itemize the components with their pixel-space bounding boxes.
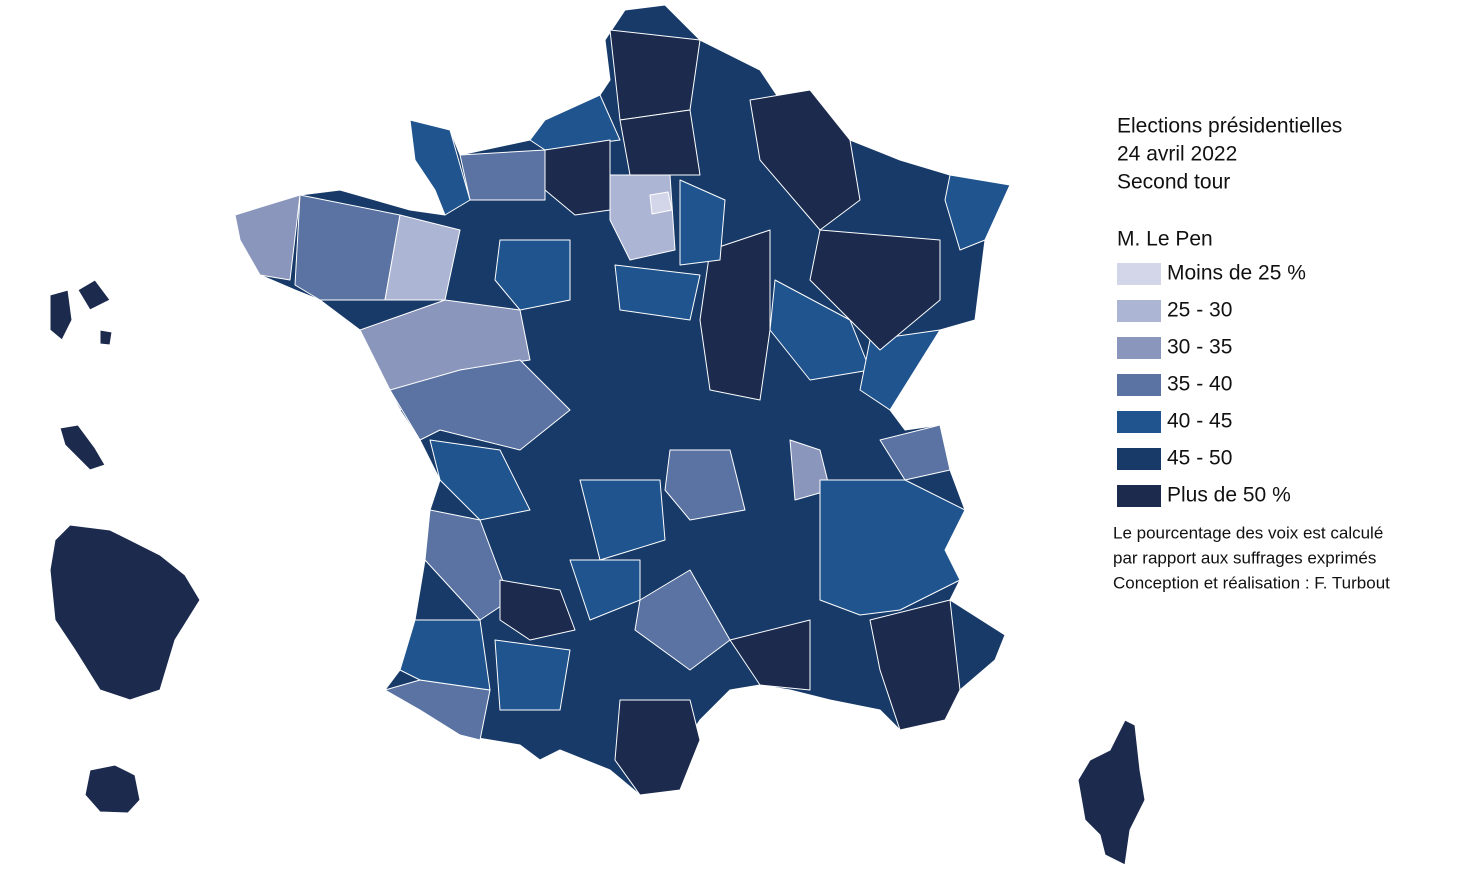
region bbox=[384, 679, 491, 741]
region bbox=[494, 639, 571, 711]
region bbox=[614, 264, 701, 321]
legend: Moins de 25 % 25 - 30 30 - 35 35 - 40 40 - 4… bbox=[1117, 262, 1306, 507]
region bbox=[699, 229, 771, 401]
region bbox=[749, 89, 861, 231]
martinique bbox=[59, 424, 106, 471]
region bbox=[879, 424, 951, 481]
region bbox=[529, 94, 621, 151]
region bbox=[409, 119, 471, 216]
legend-swatch bbox=[1117, 448, 1161, 470]
legend-label: Moins de 25 % bbox=[1167, 262, 1306, 285]
legend-swatch bbox=[1117, 337, 1161, 359]
legend-label: 45 - 50 bbox=[1167, 447, 1232, 470]
title-line: Second tour bbox=[1117, 171, 1230, 194]
region bbox=[809, 229, 941, 351]
region bbox=[424, 509, 511, 621]
region bbox=[869, 599, 961, 731]
region bbox=[769, 279, 871, 381]
region bbox=[619, 109, 701, 176]
region bbox=[494, 239, 571, 311]
guadeloupe bbox=[99, 329, 113, 346]
region bbox=[399, 619, 491, 691]
legend-label: 25 - 30 bbox=[1167, 299, 1232, 322]
region bbox=[429, 439, 531, 521]
legend-swatch bbox=[1117, 374, 1161, 396]
note: Le pourcentage des voix est calculé bbox=[1113, 523, 1383, 542]
region bbox=[614, 699, 701, 796]
guadeloupe bbox=[49, 289, 73, 341]
legend-title: M. Le Pen bbox=[1117, 228, 1213, 251]
region bbox=[544, 139, 611, 216]
reunion bbox=[84, 764, 141, 814]
legend-swatch bbox=[1117, 411, 1161, 433]
region bbox=[729, 619, 811, 691]
region bbox=[944, 174, 1011, 251]
notes: Le pourcentage des voix est calculé par … bbox=[1113, 523, 1390, 592]
region bbox=[649, 191, 673, 215]
legend-label: 40 - 45 bbox=[1167, 410, 1232, 433]
corse bbox=[1077, 719, 1146, 866]
region bbox=[664, 449, 746, 521]
guadeloupe bbox=[77, 279, 111, 311]
title-line: 24 avril 2022 bbox=[1117, 143, 1237, 166]
guyane bbox=[49, 524, 201, 701]
legend-swatch bbox=[1117, 485, 1161, 507]
region bbox=[234, 194, 301, 281]
note: Conception et réalisation : F. Turbout bbox=[1113, 573, 1390, 592]
region bbox=[579, 479, 666, 561]
region bbox=[294, 194, 401, 301]
legend-label: 35 - 40 bbox=[1167, 373, 1232, 396]
region bbox=[609, 29, 701, 121]
legend-label: 30 - 35 bbox=[1167, 336, 1232, 359]
legend-label: Plus de 50 % bbox=[1167, 484, 1291, 507]
note: par rapport aux suffrages exprimés bbox=[1113, 548, 1376, 567]
title-line: Elections présidentielles bbox=[1117, 115, 1342, 138]
region bbox=[569, 559, 641, 621]
region bbox=[819, 479, 966, 616]
title: Elections présidentielles 24 avril 2022 … bbox=[1117, 115, 1342, 194]
region bbox=[679, 179, 726, 266]
region bbox=[499, 579, 576, 641]
region bbox=[459, 149, 546, 201]
region bbox=[634, 569, 731, 671]
legend-swatch bbox=[1117, 263, 1161, 285]
map bbox=[49, 4, 1146, 866]
region bbox=[389, 359, 571, 451]
legend-swatch bbox=[1117, 300, 1161, 322]
